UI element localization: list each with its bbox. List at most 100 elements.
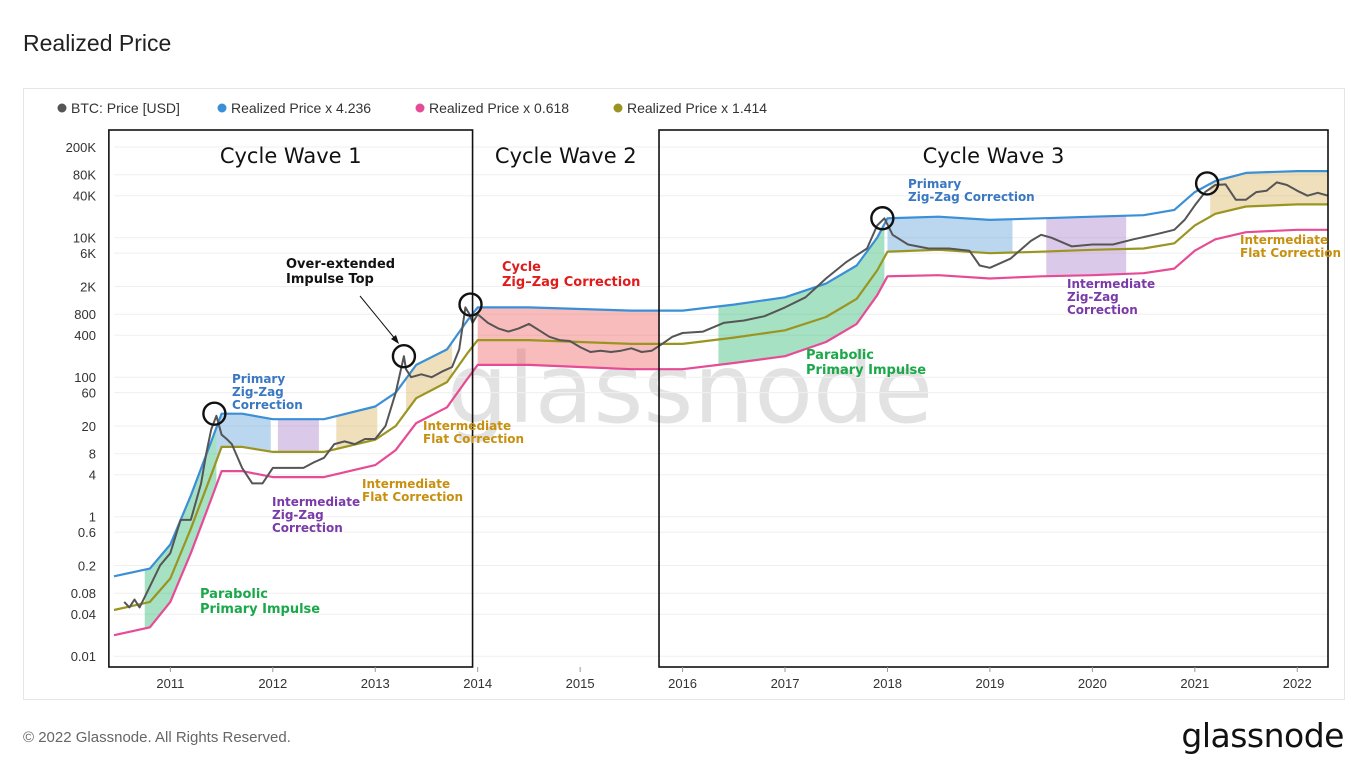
legend-swatch [217,103,227,113]
annotation: Primary Zig-Zag Correction [232,372,303,412]
wave-box [108,129,474,668]
y-tick-label: 800 [74,307,96,322]
page-title: Realized Price [23,30,172,56]
y-tick-label: 60 [82,386,96,401]
legend: BTC: Price [USD] Realized Price x 4.236 Re… [57,100,767,116]
annotation-line: Zig-Zag Correction [908,190,1035,204]
annotation-line: Parabolic [200,587,268,602]
top-markers [202,171,1220,426]
annotation-line: Intermediate [272,495,360,509]
shaded-region [336,405,378,449]
annotation: Parabolic Primary Impulse [806,348,926,378]
annotation-line: Primary Impulse [806,363,926,378]
annotation-line: Parabolic [806,348,874,363]
annotation: Intermediate Zig-Zag Correction [272,495,360,535]
x-tick-label: 2012 [258,676,287,691]
annotation: Over-extended Impulse Top [286,257,395,287]
legend-label: Realized Price x 1.414 [627,100,767,116]
y-tick-label: 4 [89,468,96,483]
x-tick-label: 2019 [975,676,1004,691]
series-lines [113,170,1329,637]
annotation-line: Zig-Zag [1067,290,1119,304]
annotation: Intermediate Flat Correction [423,419,524,446]
legend-label: BTC: Price [USD] [71,100,180,116]
y-tick-label: 0.04 [71,607,96,622]
shaded-region [277,419,319,452]
x-tick-label: 2015 [566,676,595,691]
annotation: Primary Zig-Zag Correction [908,177,1035,204]
y-tick-label: 6K [80,246,96,261]
y-tick-label: 2K [80,279,96,294]
wave-label: Cycle Wave 2 [495,144,637,168]
annotation-line: Intermediate [423,419,511,433]
annotation-line: Cycle [502,260,541,275]
y-tick-label: 200K [66,140,97,155]
series-line [113,228,1328,637]
y-tick-label: 0.2 [78,558,96,573]
top-marker-circle [870,206,895,231]
wave-label: Cycle Wave 3 [923,144,1065,168]
series-line [113,170,1328,578]
chart-frame [23,88,1345,700]
shaded-region [718,224,885,365]
annotation-line: Intermediate [362,477,450,491]
annotation-line: Flat Correction [362,490,463,504]
x-axis-ticks: 2011 2012 2013 2014 2015 2016 2017 2018 2019 2020… [156,667,1312,691]
y-tick-label: 0.08 [71,586,96,601]
top-marker-circle [391,344,417,369]
annotation-line: Primary [232,372,285,386]
annotation-line: Over-extended [286,257,395,272]
annotation-line: Intermediate [1067,277,1155,291]
legend-swatch [57,103,67,113]
x-tick-label: 2017 [771,676,800,691]
annotation-line: Primary Impulse [200,602,320,617]
legend-label: Realized Price x 4.236 [231,100,371,116]
annotation-line: Flat Correction [423,432,524,446]
legend-label: Realized Price x 0.618 [429,100,569,116]
legend-swatch [415,103,425,113]
annotation: Intermediate Flat Correction [362,477,463,504]
copyright-text: © 2022 Glassnode. All Rights Reserved. [23,729,291,746]
x-tick-label: 2022 [1283,676,1312,691]
shaded-region [477,307,660,370]
wave-label: Cycle Wave 1 [220,144,362,168]
top-marker-circle [458,292,483,317]
y-tick-label: 40K [73,189,96,204]
x-tick-label: 2011 [156,676,184,691]
x-tick-label: 2013 [361,676,390,691]
y-tick-label: 0.6 [78,525,96,540]
annotation-line: Impulse Top [286,272,374,287]
annotation-line: Correction [1067,303,1138,317]
annotation-line: Zig–Zag Correction [502,275,640,290]
y-tick-label: 100 [74,370,96,385]
top-marker-circle [202,401,227,426]
shaded-region [887,216,1013,254]
y-tick-label: 400 [74,328,96,343]
x-tick-label: 2016 [668,676,697,691]
annotation-line: Intermediate [1240,233,1328,247]
annotation: Intermediate Zig-Zag Correction [1067,277,1155,317]
annotation-line: Zig-Zag [272,508,324,522]
x-tick-label: 2021 [1180,676,1209,691]
x-tick-label: 2018 [873,676,902,691]
y-tick-label: 20 [82,419,96,434]
grid-lines [114,146,1328,657]
annotation-line: Primary [908,177,961,191]
annotation-arrowhead [391,335,399,344]
x-tick-label: 2014 [463,676,492,691]
shaded-region [1210,171,1328,217]
y-tick-label: 80K [73,168,96,183]
annotation: Parabolic Primary Impulse [200,587,320,617]
glassnode-logo[interactable]: glassnode [1181,716,1344,755]
annotation-line: Correction [272,521,343,535]
y-tick-label: 1 [89,510,96,525]
annotation-line: Zig-Zag [232,385,284,399]
annotation-arrow [359,295,397,341]
legend-swatch [613,103,623,113]
wave-boxes: Cycle Wave 1 Cycle Wave 2 Cycle Wave 3 [108,129,1329,668]
annotation: Intermediate Flat Correction [1240,233,1341,260]
top-marker-circle [1194,171,1220,196]
